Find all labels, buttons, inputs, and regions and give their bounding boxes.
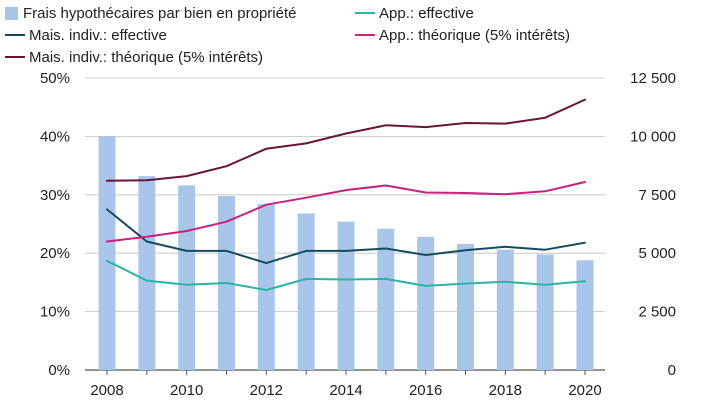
- y-right-tick-label: 2 500: [638, 304, 676, 321]
- legend: Frais hypothécaires par bien en propriét…: [5, 5, 570, 66]
- legend-label: App.: théorique (5% intérêts): [379, 27, 570, 44]
- bar-2008: [98, 136, 116, 370]
- bar-2015: [377, 228, 395, 370]
- x-tick-label: 2012: [250, 382, 283, 399]
- bar-2009: [138, 176, 156, 370]
- bar-2017: [457, 243, 474, 370]
- bar-2013: [297, 213, 315, 370]
- y-right-tick-label: 7 500: [638, 187, 676, 204]
- line-series-3: [106, 181, 586, 243]
- legend-label: Mais. indiv.: théorique (5% intérêts): [29, 49, 263, 66]
- y-left-tick-label: 20%: [40, 245, 70, 262]
- y-left-tick-label: 10%: [40, 304, 70, 321]
- y-left-tick-label: 40%: [40, 128, 70, 145]
- x-tick-label: 2010: [170, 382, 203, 399]
- bar-2018: [496, 249, 514, 370]
- y-right-tick-label: 5 000: [638, 245, 676, 262]
- line-series-1: [106, 259, 586, 291]
- legend-label: App.: effective: [379, 5, 474, 22]
- bar-2019: [536, 254, 554, 370]
- x-tick-label: 2016: [409, 382, 442, 399]
- bar-2016: [417, 236, 435, 370]
- y-right-tick-label: 0: [668, 362, 676, 379]
- x-tick-label: 2008: [90, 382, 123, 399]
- bar-2010: [178, 185, 196, 370]
- bar-2012: [257, 204, 275, 370]
- line-series: [106, 98, 586, 291]
- line-series-4: [106, 98, 586, 182]
- bar-2020: [576, 260, 594, 370]
- y-right-tick-label: 12 500: [630, 70, 676, 87]
- y-right-tick-label: 10 000: [630, 128, 676, 145]
- x-tick-label: 2018: [489, 382, 522, 399]
- legend-swatch-bar: [5, 7, 18, 20]
- line-series-2: [106, 208, 586, 265]
- y-left-tick-label: 30%: [40, 187, 70, 204]
- bar-2014: [337, 221, 355, 370]
- x-tick-label: 2014: [329, 382, 362, 399]
- y-left-tick-label: 0%: [48, 362, 70, 379]
- x-tick-label: 2020: [568, 382, 601, 399]
- y-left-tick-label: 50%: [40, 70, 70, 87]
- axes: 2008 2010 2012 2014 2016 2018 2020 0% 10% 20% 30% 4…: [40, 70, 676, 399]
- legend-label: Mais. indiv.: effective: [29, 27, 167, 44]
- legend-label: Frais hypothécaires par bien en propriét…: [23, 5, 297, 22]
